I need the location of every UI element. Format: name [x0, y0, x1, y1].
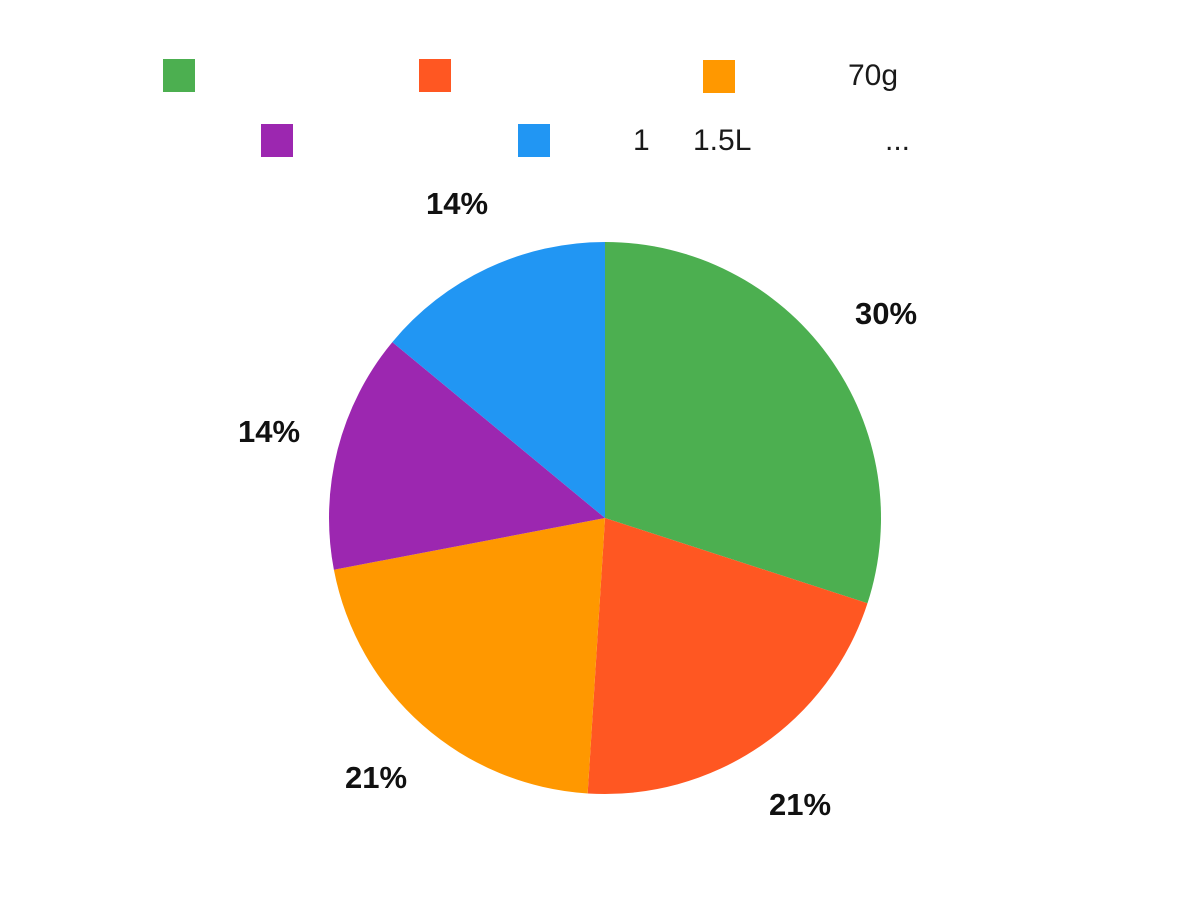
legend-label-1-5l: 1.5L	[693, 124, 752, 157]
slice-percent-label-2: 21%	[768, 787, 832, 822]
pie-slice-4	[329, 342, 605, 570]
legend-label-1: 1	[633, 124, 650, 157]
legend-swatch-red	[419, 59, 451, 92]
pie-slice-1	[605, 242, 881, 604]
legend-swatch-purple	[261, 124, 293, 157]
pie-slice-3	[333, 518, 605, 794]
legend-overflow-ellipsis: ...	[885, 124, 911, 157]
slice-percent-label-4: 14%	[237, 414, 301, 449]
legend-swatch-green	[163, 59, 195, 92]
slice-percent-label-3: 21%	[344, 760, 408, 795]
legend-swatch-blue	[518, 124, 550, 157]
slice-percent-label-5: 14%	[425, 186, 489, 221]
pie-slice-5	[392, 242, 605, 518]
legend-swatch-orange	[703, 60, 735, 93]
slice-percent-label-1: 30%	[854, 296, 918, 331]
pie-slice-2	[587, 518, 868, 795]
legend-label-70g: 70g	[848, 59, 899, 92]
